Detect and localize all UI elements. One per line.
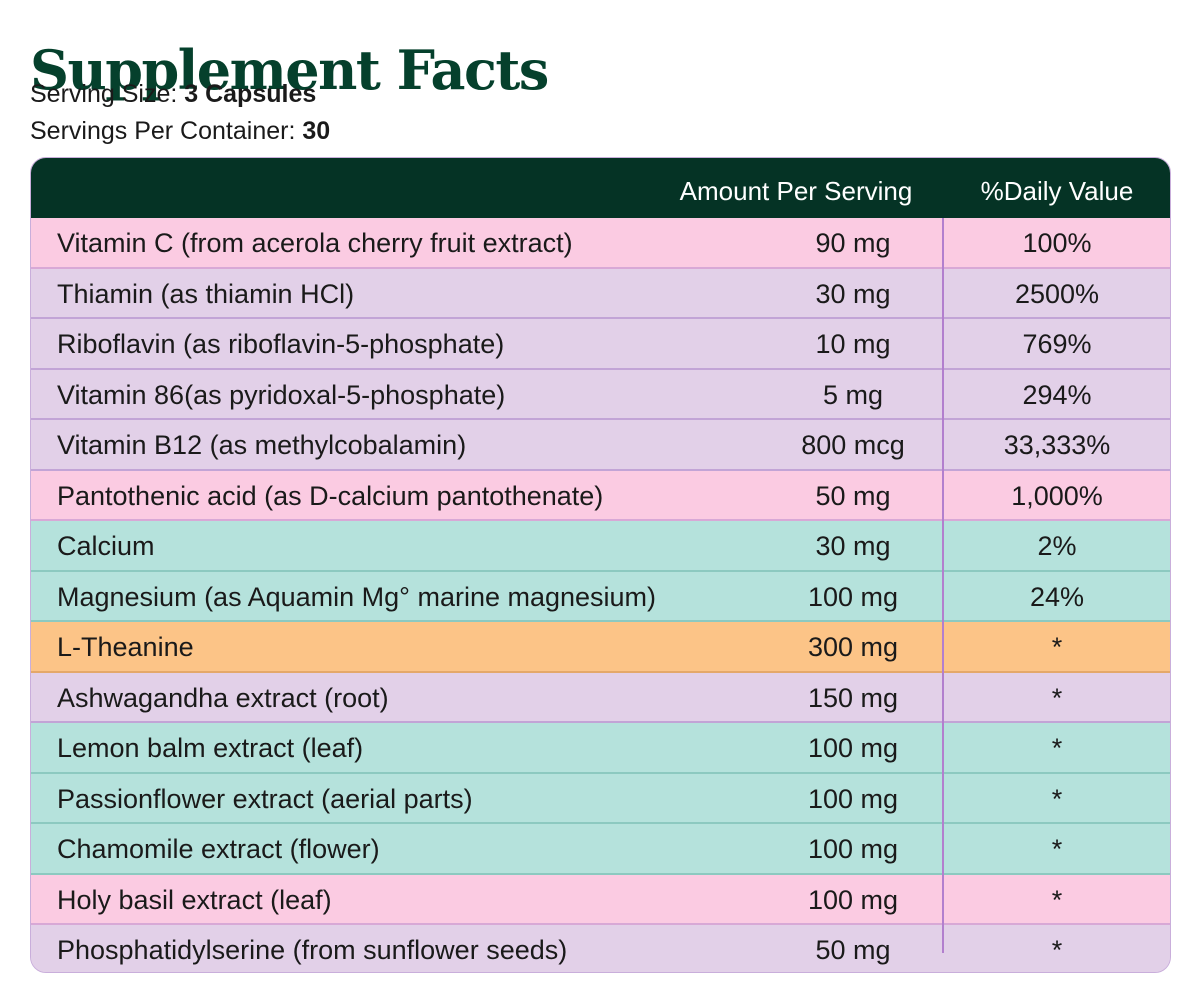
ingredient-name: Calcium [57, 531, 155, 561]
daily-value: 33,333% [1003, 430, 1111, 460]
daily-value: * [1051, 783, 1063, 814]
table-body: Vitamin C (from acerola cherry fruit ext… [31, 218, 1170, 972]
table-row: Passionflower extract (aerial parts) 100 … [31, 773, 1170, 824]
amount-per-serving: 100 mg [807, 834, 899, 864]
table-row: Vitamin 86(as pyridoxal-5-phosphate) 5 mg… [31, 369, 1170, 420]
ingredient-name: Phosphatidylserine (from sunflower seeds… [57, 935, 568, 965]
table-row: Ashwagandha extract (root) 150 mg * [31, 672, 1170, 723]
amount-per-serving: 90 mg [815, 228, 891, 258]
table-row: Vitamin B12 (as methylcobalamin) 800 mcg 3… [31, 420, 1170, 471]
servings-per-container: Servings Per Container: 30 [30, 116, 330, 146]
column-divider [942, 218, 944, 953]
serving-size-value: 3 Capsules [184, 80, 317, 108]
daily-value: 294% [1022, 379, 1092, 410]
table-row: Lemon balm extract (leaf) 100 mg * [31, 723, 1170, 774]
daily-value: 24% [1029, 581, 1085, 612]
amount-per-serving: 100 mg [807, 884, 899, 915]
amount-per-serving: 300 mg [807, 632, 899, 662]
amount-per-serving: 10 mg [815, 329, 891, 359]
daily-value: 769% [1022, 329, 1092, 359]
amount-per-serving: 800 mcg [801, 430, 905, 460]
table-row: Pantothenic acid (as D-calcium pantothen… [31, 470, 1170, 521]
table-row: Holy basil extract (leaf) 100 mg * [31, 874, 1170, 925]
table-row: Riboflavin (as riboflavin-5-phosphate) 10… [31, 319, 1170, 370]
daily-value: 2500% [1014, 278, 1100, 309]
daily-value: * [1051, 682, 1063, 713]
daily-value: * [1051, 632, 1063, 662]
table-header: Amount Per Serving %Daily Value [31, 158, 1170, 218]
daily-value: 1,000% [1011, 480, 1103, 511]
amount-per-serving: 100 mg [807, 733, 899, 763]
amount-per-serving: 100 mg [807, 581, 899, 612]
ingredient-name: Thiamin (as thiamin HCl) [57, 278, 355, 309]
table-row: Thiamin (as thiamin HCl) 30 mg 2500% [31, 268, 1170, 319]
ingredient-name: Vitamin 86(as pyridoxal-5-phosphate) [57, 379, 506, 410]
ingredient-name: Passionflower extract (aerial parts) [57, 783, 473, 814]
daily-value: 2% [1037, 531, 1077, 561]
amount-per-serving: 50 mg [815, 935, 891, 965]
table-row: Calcium 30 mg 2% [31, 521, 1170, 572]
table-row: Magnesium (as Aquamin Mg° marine magnesi… [31, 571, 1170, 622]
ingredient-name: Magnesium (as Aquamin Mg° marine magnesi… [57, 581, 657, 612]
table-row: Chamomile extract (flower) 100 mg * [31, 824, 1170, 875]
table-row: Phosphatidylserine (from sunflower seeds… [31, 925, 1170, 972]
page-title: Supplement Facts [30, 38, 549, 103]
daily-value: * [1051, 733, 1063, 763]
amount-per-serving: 30 mg [815, 278, 891, 309]
ingredient-name: Vitamin B12 (as methylcobalamin) [57, 430, 467, 460]
serving-size: Serving Size: 3 Capsules [30, 79, 316, 109]
amount-per-serving: 100 mg [807, 783, 899, 814]
servings-per-container-label: Servings Per Container: [30, 117, 303, 145]
daily-value: * [1051, 884, 1063, 915]
amount-per-serving: 50 mg [815, 480, 891, 511]
ingredient-name: Riboflavin (as riboflavin-5-phosphate) [57, 329, 505, 359]
servings-per-container-value: 30 [302, 117, 331, 145]
table-row: L-Theanine 300 mg * [31, 622, 1170, 673]
table-row: Vitamin C (from acerola cherry fruit ext… [31, 218, 1170, 269]
ingredient-name: Lemon balm extract (leaf) [57, 733, 364, 763]
header-daily-value: %Daily Value [980, 176, 1134, 206]
ingredient-name: Ashwagandha extract (root) [57, 682, 389, 713]
daily-value: 100% [1022, 228, 1092, 258]
ingredient-name: Chamomile extract (flower) [57, 834, 380, 864]
serving-size-label: Serving Size: [30, 80, 185, 108]
header-amount-per-serving: Amount Per Serving [679, 176, 913, 206]
ingredient-name: Pantothenic acid (as D-calcium pantothen… [57, 480, 604, 511]
amount-per-serving: 5 mg [822, 379, 884, 410]
ingredient-name: Holy basil extract (leaf) [57, 884, 332, 915]
daily-value: * [1051, 935, 1063, 965]
ingredient-name: Vitamin C (from acerola cherry fruit ext… [57, 228, 573, 258]
ingredient-name: L-Theanine [57, 632, 194, 662]
amount-per-serving: 30 mg [815, 531, 891, 561]
amount-per-serving: 150 mg [807, 682, 899, 713]
supplement-facts-table: Amount Per Serving %Daily Value Vitamin … [30, 157, 1171, 973]
daily-value: * [1051, 834, 1063, 864]
